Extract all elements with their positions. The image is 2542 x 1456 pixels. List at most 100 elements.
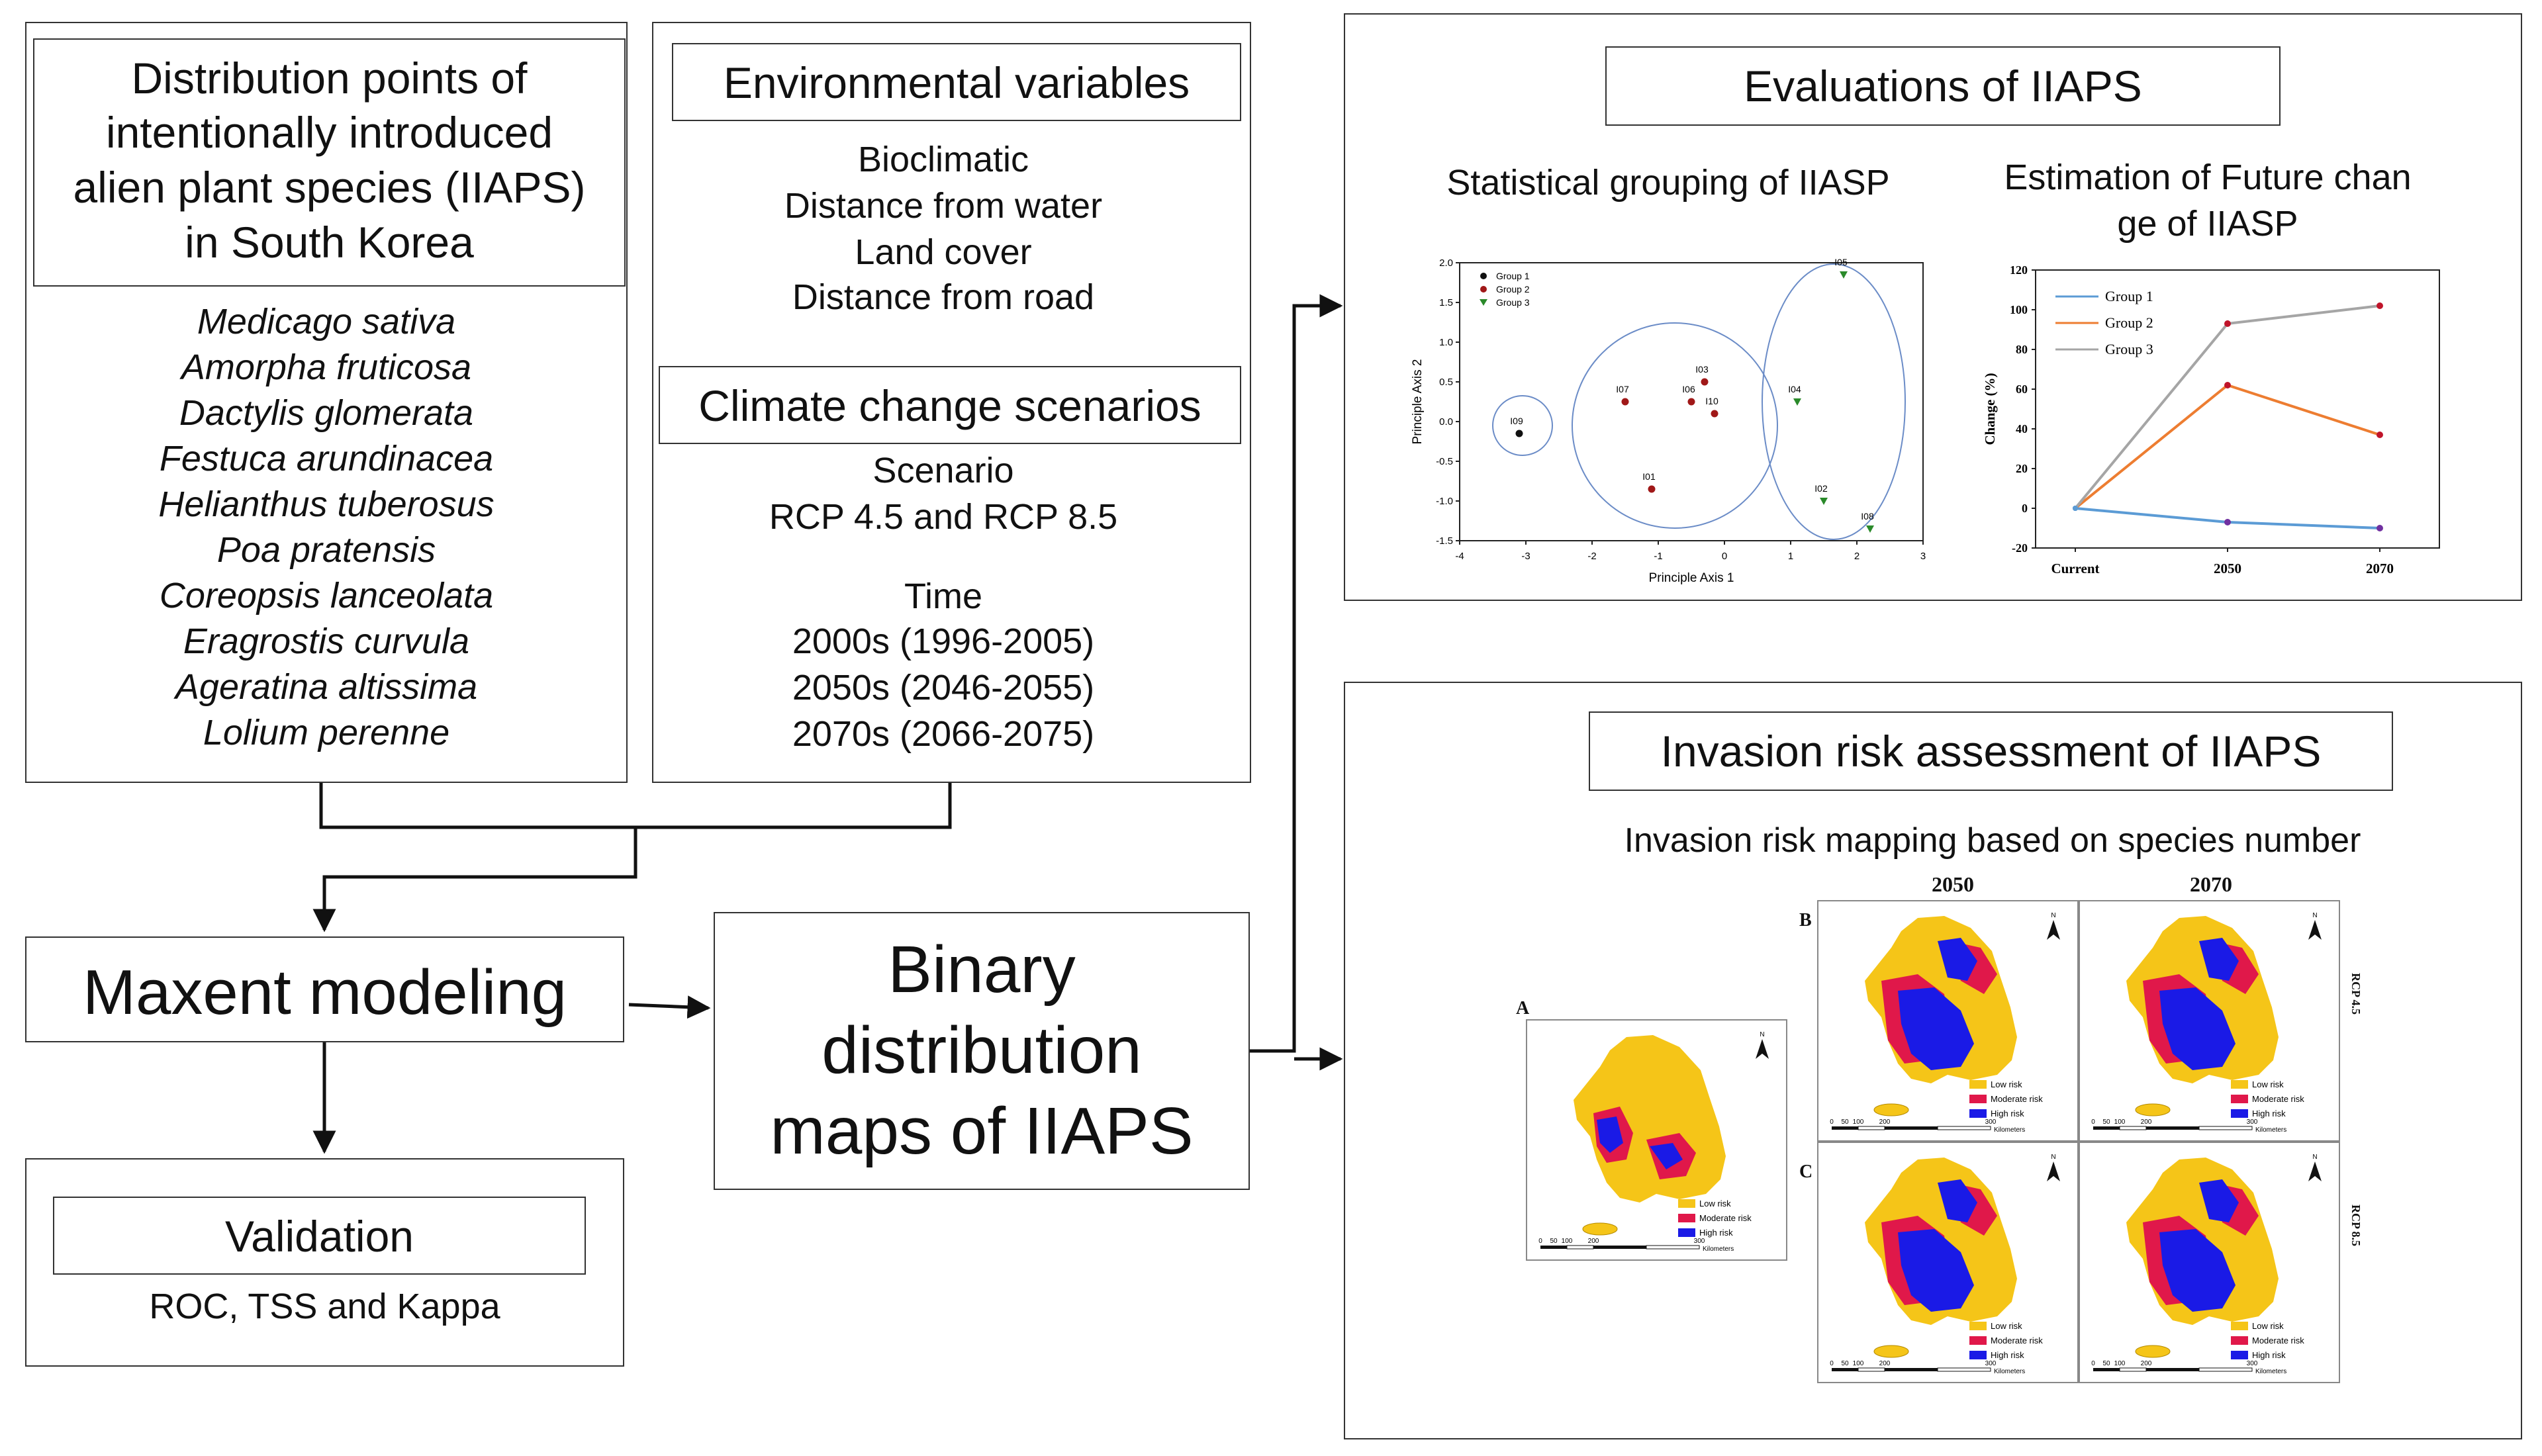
scale-bar-segment [2119,1126,2147,1130]
risk-high-area [2159,1229,2236,1312]
legend-swatch [2231,1336,2248,1345]
validation-metrics: ROC, TSS and Kappa [149,1287,500,1326]
binary-line-2: distribution [822,1013,1142,1087]
invasion-title: Invasion risk assessment of IIAPS [1660,727,2322,776]
y-tick-label: -1.5 [1436,535,1453,547]
legend-label: Group 3 [1496,297,1530,308]
plot-frame [1459,262,1924,541]
maxent-label: Maxent modeling [82,957,567,1028]
korea-map [1865,916,2017,1116]
data-point [1711,410,1718,418]
legend-label: Low risk [1699,1199,1731,1208]
pca-scatter-chart: -4 -3 -2 -1 0 1 2 3 -1.5 -1.0 -0.5 0.0 0.5 1.0 1.5 2.0 P… [1411,257,1926,585]
x-tick-label: 2050 [2214,561,2241,576]
scale-tick-label: 100 [1853,1118,1864,1126]
env-item-landcover: Land cover [855,232,1032,272]
change-line-chart: 120 100 80 60 40 20 0 -20 Current 2050 2070 Change … [1982,263,2440,576]
series-line [2074,304,2380,510]
scale-tick-label: 0 [2091,1118,2095,1126]
scale-tick-label: 50 [2102,1118,2110,1126]
binary-line-3: maps of IIAPS [770,1094,1194,1168]
scale-tick-label: 300 [2247,1118,2258,1126]
point-label: I01 [1642,471,1656,482]
y-axis-label: Principle Axis 2 [1411,359,1425,445]
species-item: Helianthus tuberosus [158,484,494,524]
point-label: I04 [1788,384,1801,394]
legend-swatch [1969,1080,1987,1089]
column-header-2070: 2070 [2190,872,2232,896]
y-tick-label: 80 [2016,343,2028,356]
legend-label: High risk [2252,1109,2286,1118]
environment-title: Environmental variables [723,58,1190,107]
y-tick-label: 60 [2016,383,2028,396]
species-item: Coreopsis lanceolata [159,576,494,615]
north-arrow-icon [2047,920,2060,940]
species-item: Festuca arundinacea [159,439,494,478]
legend-swatch [2231,1080,2248,1089]
series-point [2377,525,2383,531]
risk-map-2070-rcp85: N Low risk Moderate risk High risk 0 50 100 200… [2079,1142,2340,1383]
data-point [1515,430,1523,437]
legend-swatch [1678,1214,1695,1222]
point-label: I03 [1695,364,1709,375]
risk-high-area [2159,987,2236,1070]
jeju-island [2135,1103,2171,1116]
legend-swatch [1969,1095,1987,1103]
legend-label: Group 3 [2105,341,2153,357]
distribution-title-line-1: Distribution points of [131,54,528,103]
legend-swatch [2231,1095,2248,1103]
panel-label-a: A [1516,998,1530,1019]
series-line [2074,383,2380,510]
korea-map [2126,916,2279,1116]
legend-label: High risk [1699,1228,1733,1238]
x-tick-label: 2 [1854,551,1859,562]
risk-high-area [2199,938,2239,981]
legend-swatch [1969,1109,1987,1118]
time-label: Time [904,576,982,616]
legend-label: Moderate risk [2252,1094,2304,1104]
x-tick-label: -4 [1455,551,1464,562]
north-arrow-icon [2308,1161,2322,1181]
validation-title: Validation [225,1212,414,1261]
x-tick-label: 3 [1920,551,1926,562]
arrow-maxent-to-binary [628,995,711,1019]
legend-label: Low risk [2252,1079,2284,1089]
scale-tick-label: 100 [2114,1360,2126,1367]
scale-bar-segment [2146,1368,2199,1371]
y-axis-label: Change (%) [1982,373,1998,445]
north-label: N [1760,1031,1764,1038]
scenario-value: RCP 4.5 and RCP 8.5 [769,497,1118,537]
legend-swatch [2231,1109,2248,1118]
connector-merge [312,827,637,933]
species-item: Eragrostis curvula [183,621,470,661]
scale-tick-label: 50 [1841,1360,1849,1367]
scale-tick-label: 0 [1830,1360,1834,1367]
panel-label-c: C [1799,1161,1813,1182]
group-2-ellipse [1572,322,1778,529]
species-item: Medicago sativa [197,302,456,341]
north-label: N [2051,1154,2055,1161]
scale-bar-segment [1540,1246,1567,1249]
scale-bar-segment [1858,1367,1885,1372]
point-label: I07 [1616,384,1629,394]
scale-bar-segment [2146,1126,2199,1130]
scale-bar-segment [1858,1126,1885,1130]
scale-tick-label: 200 [1879,1118,1891,1126]
scale-bar-segment [2093,1368,2120,1371]
jeju-island [1582,1222,1618,1236]
y-tick-label: 0.5 [1439,377,1453,388]
y-tick-label: 100 [2010,303,2028,316]
legend-label: Low risk [1991,1321,2022,1331]
scale-tick-label: 50 [1841,1118,1849,1126]
grouping-title: Statistical grouping of IIASP [1446,163,1890,203]
distribution-title-line-3: alien plant species (IIAPS) [73,163,586,212]
species-item: Poa pratensis [216,530,436,570]
y-tick-label: 120 [2010,263,2028,277]
north-arrow-icon [1756,1039,1769,1059]
scale-bar-segment [1593,1246,1646,1249]
point-label: I02 [1814,483,1828,494]
evaluations-title: Evaluations of IIAPS [1744,62,2142,111]
point-label: I08 [1861,511,1874,522]
korea-map [1574,1035,1726,1236]
climate-title-box: Climate change scenarios [659,366,1241,444]
